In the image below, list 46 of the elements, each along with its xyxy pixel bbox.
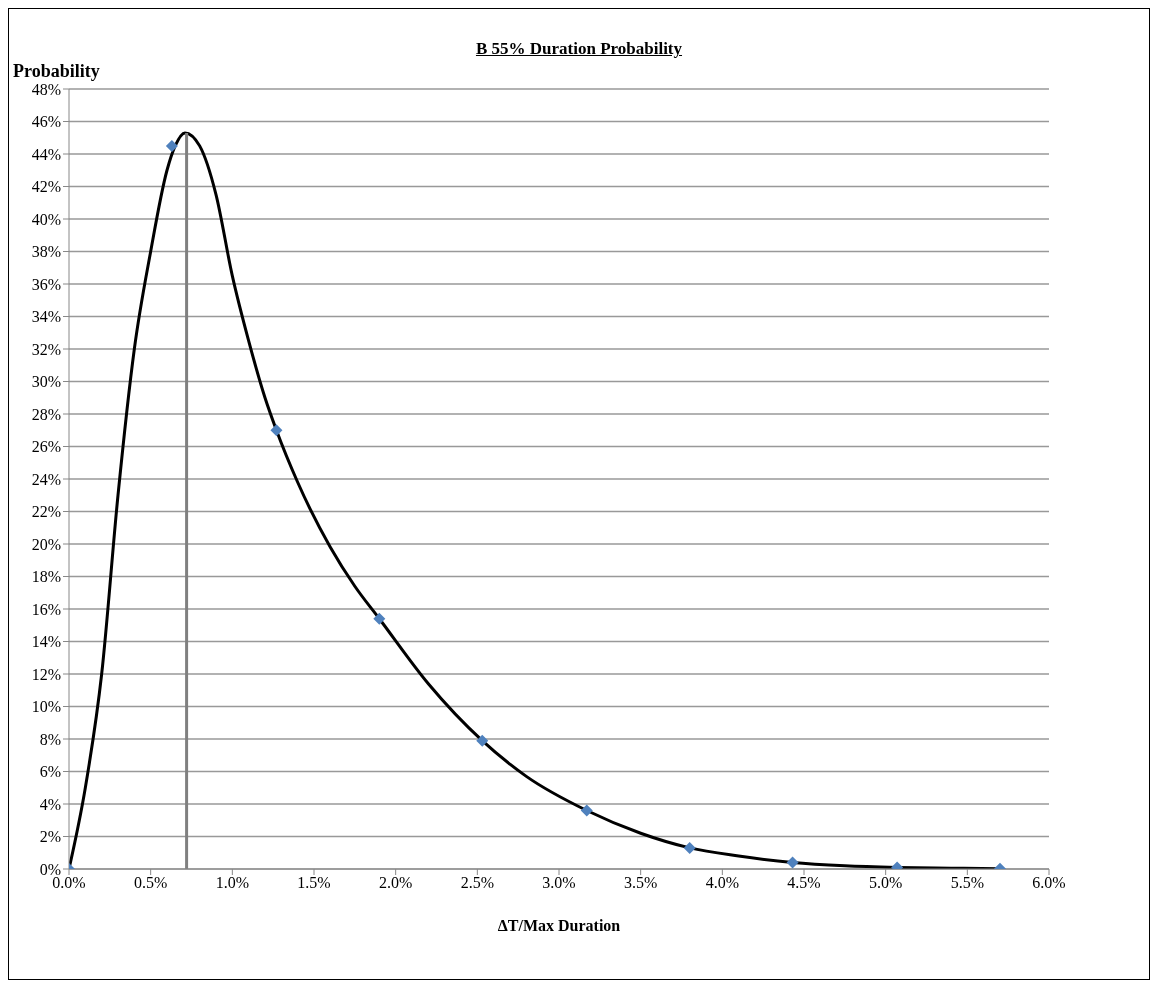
x-tick-label: 4.5%: [787, 874, 821, 892]
y-tick-label: 34%: [31, 308, 61, 326]
y-tick-label: 28%: [31, 405, 61, 423]
y-tick-label: 14%: [31, 633, 61, 651]
y-tick-label: 46%: [31, 113, 61, 131]
x-tick-label: 6.0%: [1032, 874, 1066, 892]
y-tick-label: 24%: [31, 470, 61, 488]
y-tick-label: 20%: [31, 535, 61, 553]
x-tick-label: 2.5%: [460, 874, 494, 892]
y-tick-label: 12%: [31, 665, 61, 683]
y-tick-label: 48%: [31, 80, 61, 98]
x-tick-label: 5.0%: [869, 874, 903, 892]
y-tick-label: 22%: [31, 503, 61, 521]
x-tick-label: 3.5%: [624, 874, 658, 892]
point: [683, 841, 696, 854]
y-tick-label: 44%: [31, 145, 61, 163]
y-tick-label: 4%: [39, 795, 61, 813]
x-axis-title: ΔT/Max Duration: [496, 917, 622, 935]
y-axis-title: Probability: [13, 61, 100, 82]
y-tick-label: 2%: [39, 828, 61, 846]
point: [270, 424, 283, 437]
y-tick-label: 40%: [31, 210, 61, 228]
x-tick-label: 1.5%: [297, 874, 331, 892]
x-tick-label: 3.0%: [542, 874, 576, 892]
point: [373, 612, 386, 625]
y-tick-label: 26%: [31, 438, 61, 456]
y-tick-label: 8%: [39, 730, 61, 748]
y-tick-label: 36%: [31, 275, 61, 293]
y-tick-label: 38%: [31, 243, 61, 261]
chart-title: B 55% Duration Probability: [474, 39, 684, 59]
point: [786, 856, 799, 869]
point: [165, 139, 178, 152]
y-tick-label: 30%: [31, 373, 61, 391]
y-tick-label: 16%: [31, 600, 61, 618]
point: [476, 734, 489, 747]
y-tick-label: 42%: [31, 178, 61, 196]
y-tick-label: 10%: [31, 698, 61, 716]
point: [580, 804, 593, 817]
y-tick-label: 32%: [31, 340, 61, 358]
y-tick-label: 6%: [39, 763, 61, 781]
x-tick-label: 4.0%: [705, 874, 739, 892]
x-tick-label: 2.0%: [379, 874, 413, 892]
x-tick-label: 5.5%: [950, 874, 984, 892]
x-tick-label: 0.5%: [134, 874, 168, 892]
x-tick-label: 1.0%: [215, 874, 249, 892]
y-tick-label: 18%: [31, 568, 61, 586]
